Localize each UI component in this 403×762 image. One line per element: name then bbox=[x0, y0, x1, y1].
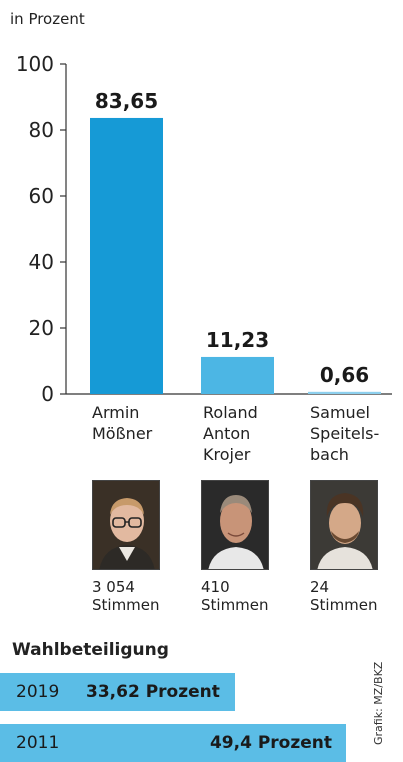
turnout-bar-2011: 2011 49,4 Prozent bbox=[0, 724, 346, 762]
category-label: Armin bbox=[92, 403, 139, 422]
bar-value-label: 11,23 bbox=[206, 328, 269, 352]
category-label: Samuel bbox=[310, 403, 370, 422]
turnout-value: 33,62 Prozent bbox=[86, 682, 220, 702]
bar bbox=[90, 117, 163, 394]
votes-unit: Stimmen bbox=[310, 596, 378, 614]
graphic-credit: Grafik: MZ/BKZ bbox=[372, 661, 385, 745]
y-tick-label: 100 bbox=[16, 52, 54, 76]
votes-unit: Stimmen bbox=[92, 596, 160, 614]
bar-chart: 0 20 40 60 80 100 83,65 Armin Mößner 11,23 Roland A… bbox=[16, 52, 392, 464]
votes-count: 410 bbox=[201, 578, 230, 596]
bar-value-label: 83,65 bbox=[95, 89, 158, 113]
category-label: Mößner bbox=[92, 424, 153, 443]
y-tick-label: 20 bbox=[29, 316, 54, 340]
turnout-bar-2019: 2019 33,62 Prozent bbox=[0, 673, 235, 711]
y-tick-label: 40 bbox=[29, 250, 54, 274]
category-label: bach bbox=[310, 445, 349, 464]
turnout-value: 49,4 Prozent bbox=[209, 733, 332, 753]
category-label: Krojer bbox=[203, 445, 251, 464]
turnout-title: Wahlbeteiligung bbox=[12, 640, 169, 660]
bar bbox=[308, 391, 381, 394]
votes-count: 24 bbox=[310, 578, 330, 596]
votes-samuel: 24 Stimmen bbox=[310, 578, 378, 614]
y-tick-label: 80 bbox=[29, 118, 54, 142]
candidate-photo-armin bbox=[92, 480, 160, 570]
votes-unit: Stimmen bbox=[201, 596, 269, 614]
category-label: Roland bbox=[203, 403, 258, 422]
turnout-year: 2011 bbox=[16, 733, 60, 753]
votes-roland: 410 Stimmen bbox=[201, 578, 269, 614]
category-label: Speitels- bbox=[310, 424, 379, 443]
y-tick-label: 60 bbox=[29, 184, 54, 208]
candidate-photo-samuel bbox=[310, 480, 378, 570]
votes-armin: 3 054 Stimmen bbox=[92, 578, 160, 614]
turnout-year: 2019 bbox=[16, 682, 60, 702]
candidate-photo-roland bbox=[201, 480, 269, 570]
votes-count: 3 054 bbox=[92, 578, 135, 596]
bar-value-label: 0,66 bbox=[320, 363, 369, 387]
y-tick-label: 0 bbox=[41, 382, 54, 406]
category-label: Anton bbox=[203, 424, 250, 443]
bar bbox=[201, 356, 274, 394]
unit-label: in Prozent bbox=[10, 10, 85, 28]
